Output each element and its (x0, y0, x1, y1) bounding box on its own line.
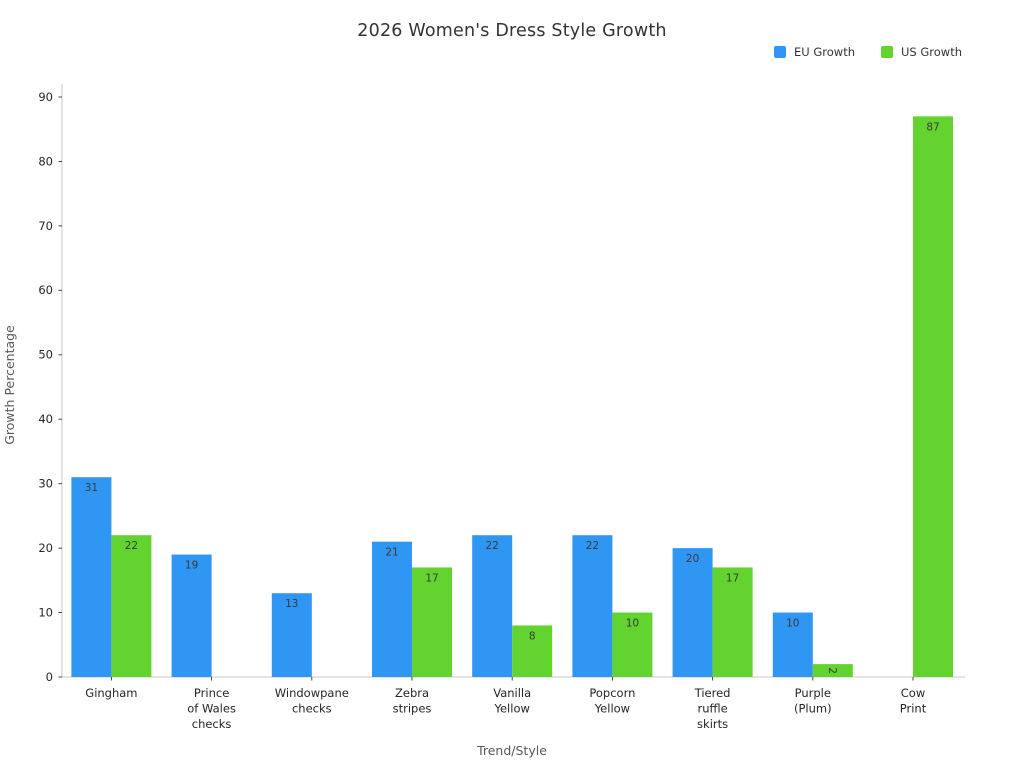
bar-us-growth (512, 625, 553, 677)
x-tick-label: Popcorn Yellow (589, 686, 635, 716)
legend-item-us-growth: US Growth (881, 45, 962, 59)
y-tick-label: 70 (38, 219, 53, 233)
bar-eu-growth (71, 477, 112, 677)
bar-eu-growth (672, 548, 713, 677)
y-tick-label: 10 (38, 605, 53, 619)
bar-us-growth (812, 664, 853, 677)
y-tick-label: 80 (38, 154, 53, 168)
y-axis-label: Growth Percentage (2, 325, 17, 445)
y-tick-label: 30 (38, 477, 53, 491)
legend-label-us-growth: US Growth (901, 45, 962, 59)
x-axis-label: Trend/Style (476, 743, 547, 758)
x-tick-label: Cow Print (900, 686, 927, 716)
bar-value-label: 17 (425, 572, 438, 584)
legend-item-eu-growth: EU Growth (774, 45, 855, 59)
bar-eu-growth (472, 535, 513, 677)
bar-eu-growth (271, 593, 312, 677)
bar-value-label: 10 (786, 618, 799, 630)
bar-value-label: 8 (529, 630, 536, 642)
bar-value-label: 22 (586, 540, 599, 552)
chart-title: 2026 Women's Dress Style Growth (357, 21, 667, 41)
bar-eu-growth (772, 612, 813, 677)
y-tick-label: 90 (38, 90, 53, 104)
x-tick-label: Gingham (85, 686, 137, 700)
legend: EU Growth US Growth (774, 45, 962, 59)
bar-value-label: 21 (385, 547, 398, 559)
bar-value-label: 87 (926, 121, 939, 133)
y-tick-label: 50 (38, 348, 53, 362)
bar-value-label: 17 (726, 572, 739, 584)
legend-label-eu-growth: EU Growth (794, 45, 855, 59)
x-tick-label: Zebra stripes (393, 686, 432, 716)
bar-value-label: 19 (185, 560, 198, 572)
bar-us-growth (111, 535, 152, 677)
bar-eu-growth (372, 541, 412, 677)
bar-value-label: 22 (486, 540, 499, 552)
y-tick-label: 60 (38, 283, 53, 297)
y-tick-label: 40 (38, 412, 53, 426)
bar-value-label: 13 (285, 598, 298, 610)
bar-value-label: 31 (85, 482, 98, 494)
x-tick-label: Vanilla Yellow (493, 686, 531, 716)
bar-eu-growth (171, 554, 212, 677)
bar-value-label: 10 (626, 618, 639, 630)
x-tick-label: Prince of Wales checks (187, 686, 236, 731)
bar-us-growth (412, 567, 452, 677)
bar-us-growth (612, 612, 653, 677)
x-tick-label: Tiered ruffle skirts (694, 686, 731, 731)
bar-value-label: 20 (686, 553, 699, 565)
bar-us-growth (913, 116, 953, 678)
bar-us-growth (712, 567, 753, 677)
y-tick-label: 20 (38, 541, 53, 555)
us-growth-swatch-icon (881, 46, 893, 58)
bar-eu-growth (572, 535, 613, 677)
x-tick-label: Windowpane checks (275, 686, 349, 716)
x-tick-label: Purple (Plum) (794, 686, 832, 716)
eu-growth-swatch-icon (774, 46, 787, 58)
bar-value-label: 22 (125, 540, 138, 552)
bar-value-label: 2 (826, 667, 838, 674)
y-tick-label: 0 (46, 670, 53, 684)
